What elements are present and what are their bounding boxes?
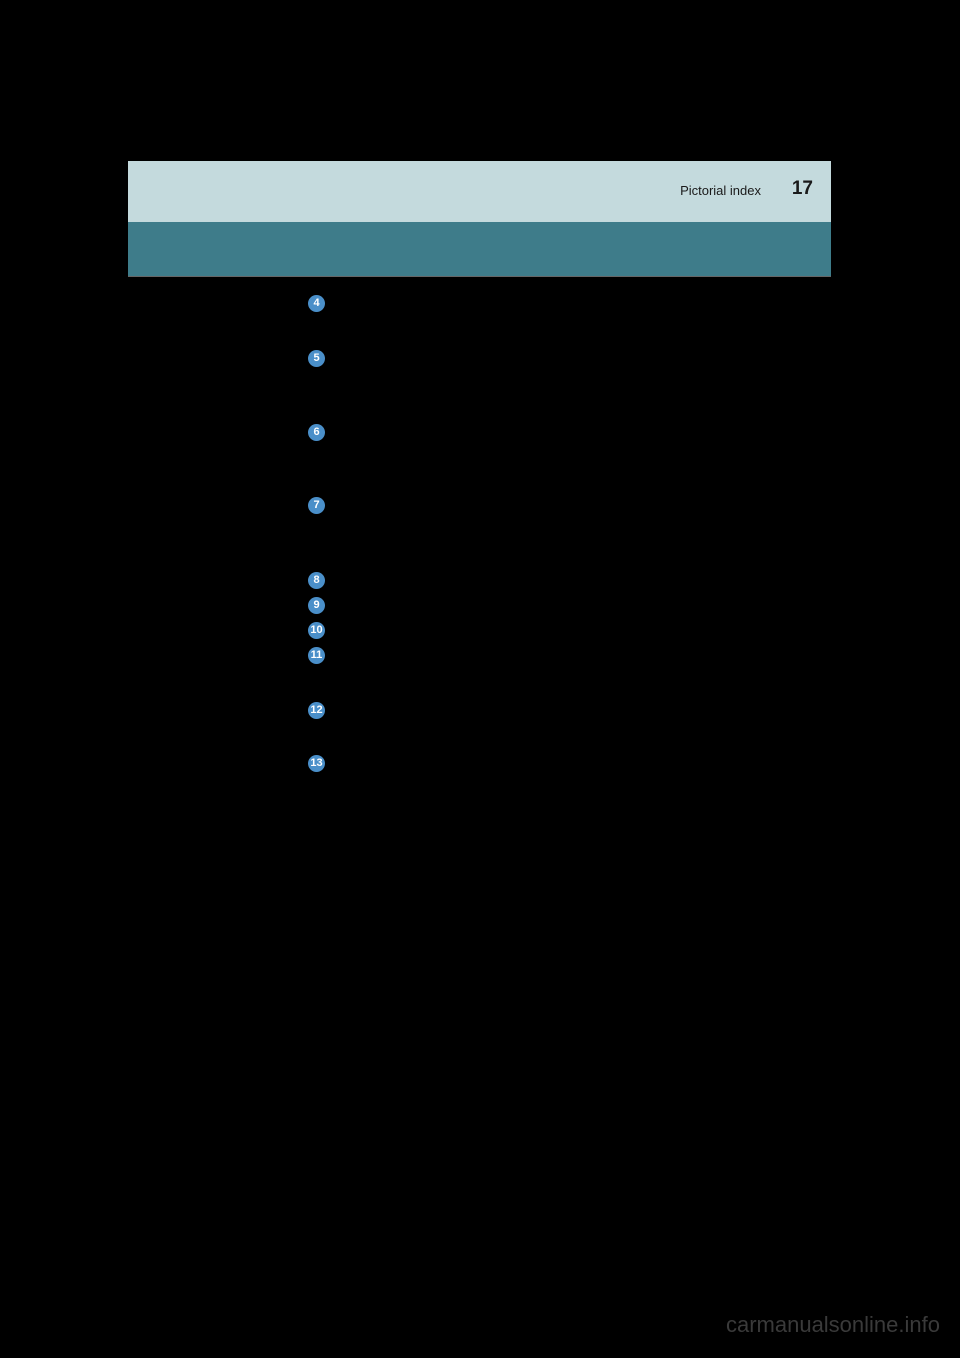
index-item: 12 [308,700,771,725]
header-divider-bottom [128,276,831,277]
index-item: 9 [308,595,771,620]
index-item: 5 [308,348,771,373]
circled-number-icon: 10 [308,622,325,639]
circled-number-icon: 13 [308,755,325,772]
index-item: 7 [308,495,771,520]
header-light-band: Pictorial index 17 [128,161,831,222]
circled-number-icon: 9 [308,597,325,614]
circled-number-icon: 12 [308,702,325,719]
index-item: 4 [308,293,771,318]
header-dark-band [128,222,831,276]
circled-number-icon: 7 [308,497,325,514]
circled-number-icon: 8 [308,572,325,589]
index-item: 11 [308,645,771,670]
index-item: 6 [308,422,771,447]
section-title: Pictorial index [680,183,761,198]
page-number: 17 [792,178,813,200]
circled-number-icon: 4 [308,295,325,312]
watermark-text: carmanualsonline.info [726,1312,940,1338]
page-container: Pictorial index 17 4 5 6 7 8 9 10 11 12 13 [128,0,831,1358]
circled-number-icon: 5 [308,350,325,367]
index-item: 8 [308,570,771,595]
circled-number-icon: 11 [308,647,325,664]
index-item: 13 [308,753,771,778]
circled-number-icon: 6 [308,424,325,441]
index-item: 10 [308,620,771,645]
